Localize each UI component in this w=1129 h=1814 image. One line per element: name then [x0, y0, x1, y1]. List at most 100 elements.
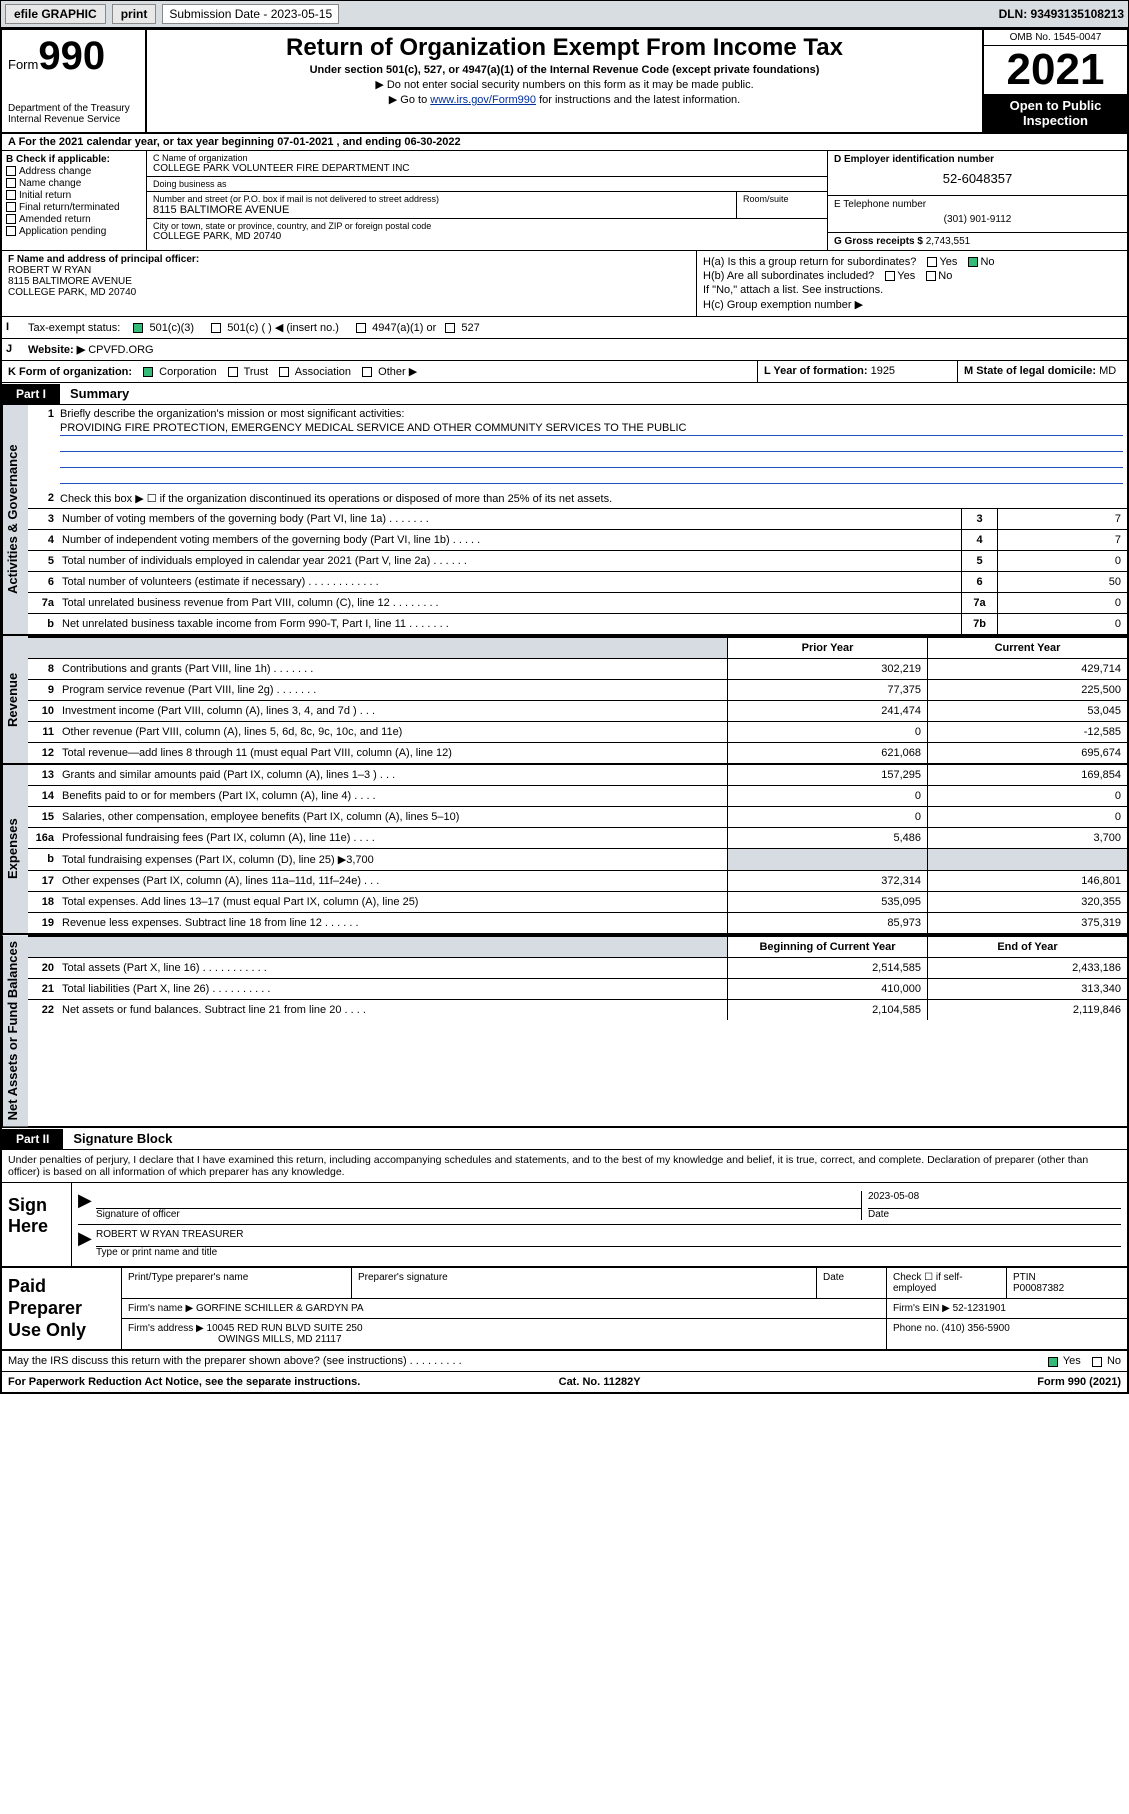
mission-label: Briefly describe the organization's miss… [60, 408, 404, 420]
current-value: 2,433,186 [927, 958, 1127, 978]
state-domicile-value: MD [1099, 365, 1116, 377]
eoy-header: End of Year [927, 937, 1127, 957]
phone-cell: E Telephone number (301) 901-9112 [828, 196, 1127, 233]
line-box: 3 [961, 509, 997, 529]
gov-row: 3Number of voting members of the governi… [28, 509, 1127, 530]
current-value: 53,045 [927, 701, 1127, 721]
ein-cell: D Employer identification number 52-6048… [828, 151, 1127, 196]
current-value: -12,585 [927, 722, 1127, 742]
current-value: 2,119,846 [927, 1000, 1127, 1020]
line-num: 17 [28, 871, 60, 891]
firm-name-label: Firm's name ▶ [128, 1303, 193, 1314]
line-num: 18 [28, 892, 60, 912]
line-text: Grants and similar amounts paid (Part IX… [60, 765, 727, 785]
line-text: Net unrelated business taxable income fr… [60, 614, 961, 634]
line-box: 4 [961, 530, 997, 550]
col-m: M State of legal domicile: MD [957, 361, 1127, 382]
prior-value: 5,486 [727, 828, 927, 848]
line-text: Program service revenue (Part VIII, line… [60, 680, 727, 700]
h-a-yes[interactable] [927, 257, 937, 267]
line-1-mission: 1 Briefly describe the organization's mi… [28, 405, 1127, 489]
firm-ein-label: Firm's EIN ▶ [893, 1303, 950, 1314]
officer-typed-name: ROBERT W RYAN TREASURER [96, 1229, 1121, 1247]
line-num: 12 [28, 743, 60, 763]
prep-name-header: Print/Type preparer's name [122, 1268, 352, 1298]
data-row: 13Grants and similar amounts paid (Part … [28, 765, 1127, 786]
col-l: L Year of formation: 1925 [757, 361, 957, 382]
chk-527[interactable] [445, 323, 455, 333]
year-formation-label: L Year of formation: [764, 365, 868, 377]
data-row: 14Benefits paid to or for members (Part … [28, 786, 1127, 807]
side-tab-revenue: Revenue [2, 636, 28, 763]
line-text: Net assets or fund balances. Subtract li… [60, 1000, 727, 1020]
chk-address-change[interactable]: Address change [6, 166, 142, 177]
prior-value: 621,068 [727, 743, 927, 763]
prior-value: 241,474 [727, 701, 927, 721]
open-to-public: Open to Public Inspection [984, 94, 1127, 132]
chk-501c3[interactable] [133, 323, 143, 333]
officer-signature-line[interactable] [96, 1191, 861, 1209]
gov-row: 7aTotal unrelated business revenue from … [28, 593, 1127, 614]
state-domicile-label: M State of legal domicile: [964, 365, 1096, 377]
form-subtitle: Under section 501(c), 527, or 4947(a)(1)… [155, 64, 974, 76]
ptin-label: PTIN [1013, 1272, 1121, 1283]
current-value: 169,854 [927, 765, 1127, 785]
current-value: 0 [927, 807, 1127, 827]
data-row: 10Investment income (Part VIII, column (… [28, 701, 1127, 722]
chk-application-pending[interactable]: Application pending [6, 226, 142, 237]
prior-value: 85,973 [727, 913, 927, 933]
part-i-header: Part I Summary [2, 383, 1127, 405]
row-a-tax-year: A For the 2021 calendar year, or tax yea… [2, 134, 1127, 151]
prior-year-header: Prior Year [727, 638, 927, 658]
line-num: 4 [28, 530, 60, 550]
chk-name-change[interactable]: Name change [6, 178, 142, 189]
chk-501c[interactable] [211, 323, 221, 333]
part-ii-tag: Part II [2, 1129, 63, 1149]
col-de: D Employer identification number 52-6048… [827, 151, 1127, 250]
line-text: Salaries, other compensation, employee b… [60, 807, 727, 827]
discuss-no[interactable] [1092, 1357, 1102, 1367]
prior-value: 0 [727, 786, 927, 806]
discuss-yes[interactable] [1048, 1357, 1058, 1367]
gov-grid: 3Number of voting members of the governi… [28, 508, 1127, 634]
h-a-no[interactable] [968, 257, 978, 267]
chk-association[interactable] [279, 367, 289, 377]
chk-other[interactable] [362, 367, 372, 377]
h-b-note: If "No," attach a list. See instructions… [703, 284, 1121, 296]
print-button[interactable]: print [112, 4, 157, 24]
line-text: Number of independent voting members of … [60, 530, 961, 550]
h-b-yes[interactable] [885, 271, 895, 281]
chk-4947[interactable] [356, 323, 366, 333]
gov-row: 4Number of independent voting members of… [28, 530, 1127, 551]
current-value: 3,700 [927, 828, 1127, 848]
chk-amended[interactable]: Amended return [6, 214, 142, 225]
prep-header-row: Print/Type preparer's name Preparer's si… [122, 1268, 1127, 1299]
line-num: 19 [28, 913, 60, 933]
chk-corporation[interactable] [143, 367, 153, 377]
line-num: b [28, 849, 60, 870]
h-b-no[interactable] [926, 271, 936, 281]
current-value: 313,340 [927, 979, 1127, 999]
street-label: Number and street (or P.O. box if mail i… [153, 194, 730, 204]
form-title: Return of Organization Exempt From Incom… [155, 34, 974, 62]
data-row: 21Total liabilities (Part X, line 26) . … [28, 979, 1127, 1000]
chk-trust[interactable] [228, 367, 238, 377]
form-number: Form990 [8, 34, 139, 79]
line-value: 50 [997, 572, 1127, 592]
current-value: 225,500 [927, 680, 1127, 700]
data-row: 18Total expenses. Add lines 13–17 (must … [28, 892, 1127, 913]
sign-date-label: Date [868, 1209, 1121, 1220]
line-text: Number of voting members of the governin… [60, 509, 961, 529]
prior-value: 302,219 [727, 659, 927, 679]
current-value: 429,714 [927, 659, 1127, 679]
line-num: 22 [28, 1000, 60, 1020]
irs-discuss-row: May the IRS discuss this return with the… [2, 1351, 1127, 1372]
line-box: 5 [961, 551, 997, 571]
chk-final-return[interactable]: Final return/terminated [6, 202, 142, 213]
line-text: Total number of individuals employed in … [60, 551, 961, 571]
irs-form990-link[interactable]: www.irs.gov/Form990 [430, 94, 536, 106]
line-num: 10 [28, 701, 60, 721]
mission-text: PROVIDING FIRE PROTECTION, EMERGENCY MED… [60, 422, 1123, 436]
line-num: 15 [28, 807, 60, 827]
chk-initial-return[interactable]: Initial return [6, 190, 142, 201]
